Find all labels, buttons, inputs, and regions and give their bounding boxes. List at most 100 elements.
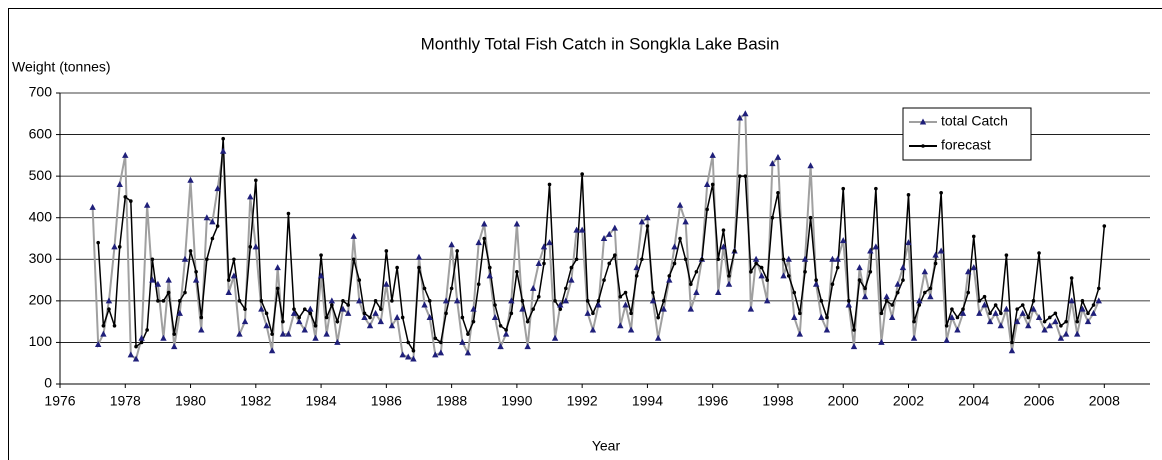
triangle-marker [829,255,836,262]
triangle-marker [317,272,325,279]
triangle-marker [307,305,314,312]
triangle-marker [1019,309,1026,316]
triangle-marker [937,247,945,254]
circle-marker [835,265,840,270]
triangle-marker [943,336,950,343]
triangle-marker [1035,313,1043,320]
circle-marker [852,328,856,332]
triangle-marker [530,284,537,291]
triangle-marker [225,289,232,296]
x-tick-label: 2006 [1023,393,1054,409]
triangle-marker [883,293,890,300]
circle-marker [574,257,579,262]
circle-marker [612,253,617,257]
triangle-marker [986,318,994,325]
triangle-marker [497,343,504,350]
circle-marker [825,315,829,320]
circle-marker [596,299,601,303]
circle-marker [520,299,525,303]
y-axis-label: Weight (tonnes) [12,59,111,75]
triangle-marker [268,347,276,354]
circle-marker [286,211,291,216]
legend-label: total Catch [941,113,1008,129]
triangle-marker [502,330,510,337]
triangle-marker [916,297,923,304]
triangle-marker [976,309,983,316]
triangle-marker [921,268,929,275]
circle-marker [455,249,459,253]
circle-marker [667,274,672,278]
triangle-marker [627,326,635,333]
triangle-marker [274,264,281,271]
circle-marker [96,240,100,245]
circle-marker [466,332,470,336]
triangle-marker [393,313,401,320]
circle-marker [112,324,117,328]
circle-marker [912,319,916,324]
circle-marker [411,348,416,353]
circle-marker [221,136,225,141]
triangle-marker [959,309,967,316]
triangle-marker [703,180,711,187]
triangle-marker [279,330,287,337]
triangle-marker [252,243,260,250]
circle-marker [776,190,780,195]
circle-marker [395,265,399,270]
chart-title: Monthly Total Fish Catch in Songkla Lake… [421,34,780,53]
triangle-marker [296,318,303,325]
x-tick-label: 2008 [1089,393,1120,409]
circle-marker [933,261,938,266]
triangle-marker [209,218,216,225]
circle-marker [117,245,122,249]
circle-marker [498,324,503,328]
circle-marker [215,224,220,228]
circle-marker [449,286,454,291]
circle-marker [509,311,514,316]
triangle-marker [540,243,548,250]
triangle-marker [383,280,390,287]
triangle-marker [154,280,162,287]
triangle-marker [1025,322,1032,329]
circle-marker [1091,303,1096,307]
legend-box [902,107,1032,161]
circle-marker [188,249,193,253]
circle-marker [210,236,215,241]
triangle-marker [372,309,379,316]
triangle-marker [812,280,820,287]
x-tick-label: 1988 [436,393,467,409]
circle-marker [808,215,813,220]
circle-marker [248,245,253,249]
legend-marker [921,144,925,148]
triangle-marker [791,313,798,320]
circle-marker [324,315,329,320]
circle-marker [977,299,982,303]
triangle-marker [867,247,874,254]
triangle-marker [399,351,406,358]
circle-marker [553,299,557,303]
triangle-marker [263,322,270,329]
circle-marker [226,278,231,282]
triangle-marker [241,318,249,325]
circle-marker [993,303,998,307]
y-tick-label: 700 [29,84,53,100]
circle-marker [955,315,960,320]
x-axis-label: Year [592,438,621,454]
circle-marker [515,269,519,274]
circle-marker [786,274,791,278]
circle-marker [357,278,362,282]
circle-marker [765,278,769,282]
triangle-marker [187,176,194,183]
triangle-marker [198,326,205,333]
triangle-marker [1057,334,1065,341]
triangle-marker [377,318,384,325]
circle-marker [308,311,313,316]
circle-marker [542,261,546,266]
y-tick-label: 300 [29,250,53,266]
triangle-marker [203,214,211,221]
triangle-marker [992,309,999,316]
triangle-marker [676,201,684,208]
frame [8,8,1162,460]
triangle-marker [1068,297,1075,304]
circle-marker [781,257,786,262]
circle-marker [1086,311,1090,316]
